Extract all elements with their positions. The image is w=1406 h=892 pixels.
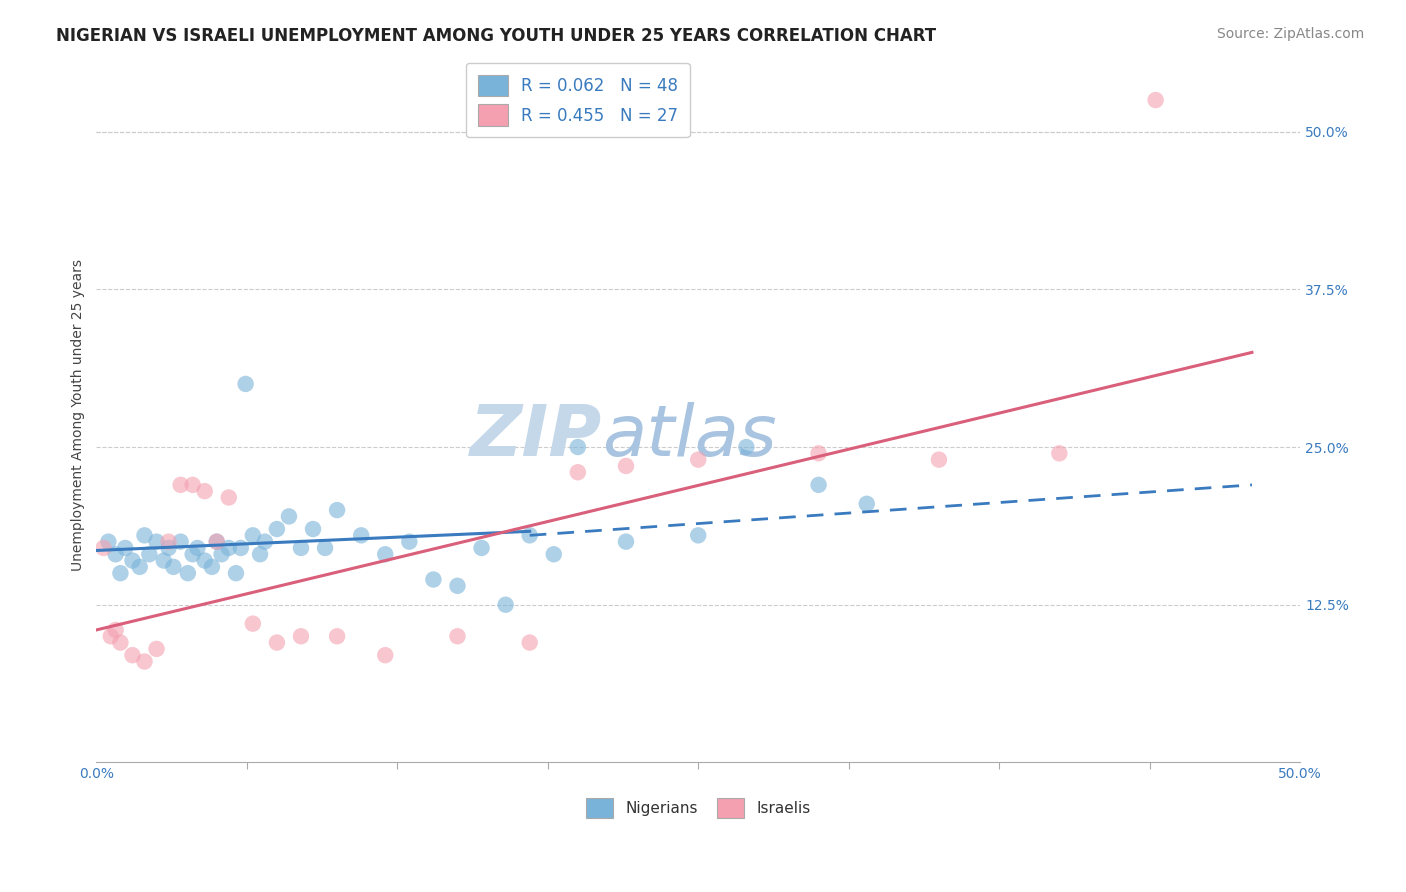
Point	[242, 528, 264, 542]
Point	[928, 452, 950, 467]
Point	[145, 641, 167, 656]
Point	[162, 560, 184, 574]
Point	[543, 547, 565, 561]
Point	[138, 547, 160, 561]
Point	[205, 534, 228, 549]
Point	[225, 566, 247, 581]
Point	[567, 465, 589, 479]
Point	[145, 534, 167, 549]
Point	[374, 648, 396, 663]
Point	[807, 478, 830, 492]
Point	[110, 566, 132, 581]
Point	[100, 629, 122, 643]
Text: atlas: atlas	[602, 401, 776, 471]
Legend: Nigerians, Israelis: Nigerians, Israelis	[579, 792, 817, 824]
Text: ZIP: ZIP	[470, 401, 602, 471]
Text: Source: ZipAtlas.com: Source: ZipAtlas.com	[1216, 27, 1364, 41]
Point	[266, 522, 288, 536]
Point	[169, 478, 191, 492]
Point	[688, 528, 710, 542]
Point	[249, 547, 271, 561]
Point	[205, 534, 228, 549]
Point	[218, 541, 240, 555]
Point	[614, 534, 637, 549]
Point	[211, 547, 233, 561]
Point	[157, 534, 180, 549]
Point	[519, 635, 541, 649]
Point	[235, 376, 257, 391]
Point	[278, 509, 301, 524]
Point	[855, 497, 877, 511]
Point	[350, 528, 373, 542]
Point	[186, 541, 208, 555]
Point	[93, 541, 115, 555]
Point	[614, 458, 637, 473]
Point	[97, 534, 120, 549]
Point	[157, 541, 180, 555]
Point	[121, 648, 143, 663]
Point	[194, 484, 217, 499]
Point	[326, 629, 349, 643]
Point	[201, 560, 224, 574]
Point	[567, 440, 589, 454]
Point	[266, 635, 288, 649]
Y-axis label: Unemployment Among Youth under 25 years: Unemployment Among Youth under 25 years	[72, 260, 86, 572]
Point	[253, 534, 276, 549]
Point	[134, 655, 156, 669]
Point	[128, 560, 150, 574]
Point	[181, 478, 204, 492]
Point	[807, 446, 830, 460]
Point	[446, 579, 468, 593]
Point	[110, 635, 132, 649]
Point	[1144, 93, 1167, 107]
Point	[495, 598, 517, 612]
Point	[290, 629, 312, 643]
Point	[152, 553, 174, 567]
Point	[181, 547, 204, 561]
Point	[446, 629, 468, 643]
Point	[229, 541, 252, 555]
Point	[242, 616, 264, 631]
Point	[519, 528, 541, 542]
Point	[735, 440, 758, 454]
Point	[470, 541, 492, 555]
Point	[374, 547, 396, 561]
Text: NIGERIAN VS ISRAELI UNEMPLOYMENT AMONG YOUTH UNDER 25 YEARS CORRELATION CHART: NIGERIAN VS ISRAELI UNEMPLOYMENT AMONG Y…	[56, 27, 936, 45]
Point	[177, 566, 200, 581]
Point	[422, 573, 444, 587]
Point	[688, 452, 710, 467]
Point	[1047, 446, 1070, 460]
Point	[104, 547, 127, 561]
Point	[326, 503, 349, 517]
Point	[398, 534, 420, 549]
Point	[169, 534, 191, 549]
Point	[302, 522, 325, 536]
Point	[194, 553, 217, 567]
Point	[314, 541, 336, 555]
Point	[290, 541, 312, 555]
Point	[134, 528, 156, 542]
Point	[104, 623, 127, 637]
Point	[218, 491, 240, 505]
Point	[114, 541, 136, 555]
Point	[121, 553, 143, 567]
